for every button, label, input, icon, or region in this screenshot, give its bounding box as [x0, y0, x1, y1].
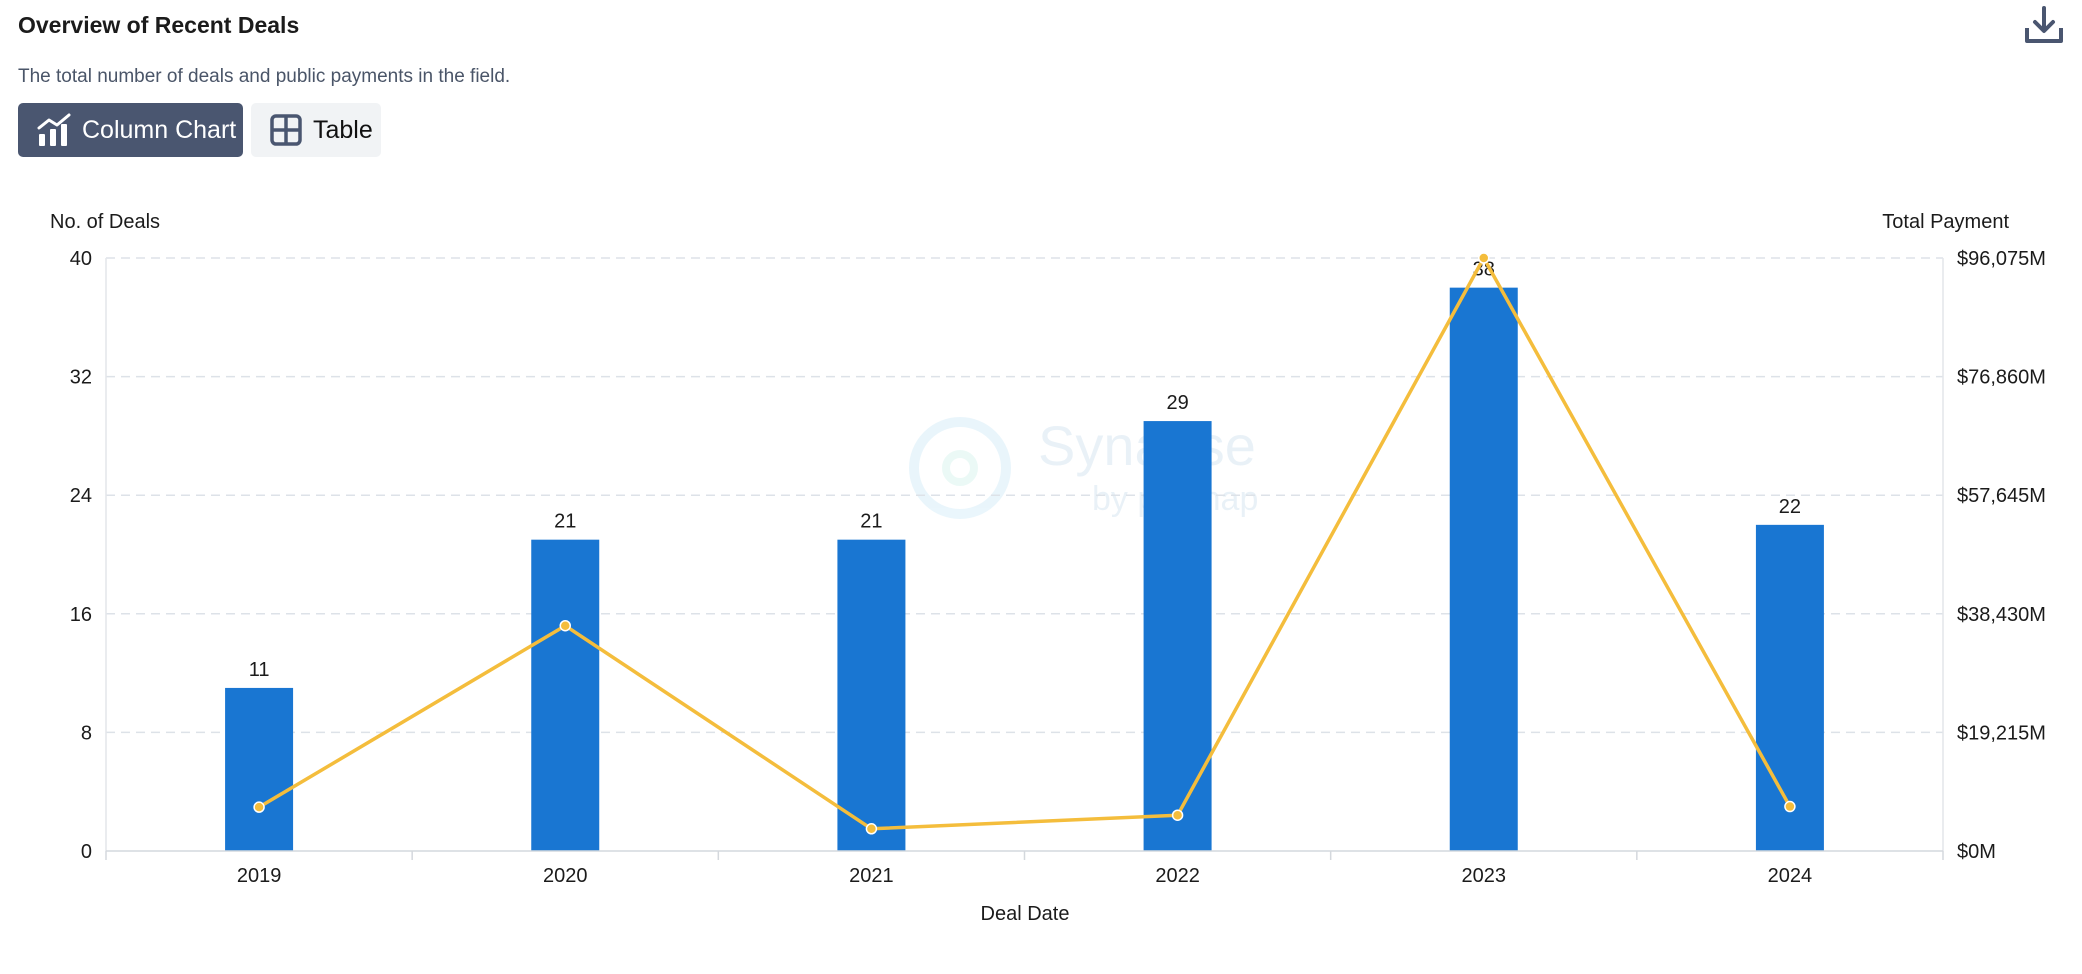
payment-point [1173, 810, 1183, 820]
y-tick-left: 40 [70, 248, 92, 270]
bar-value-label: 21 [860, 511, 882, 533]
payment-line [259, 258, 1790, 829]
bar [837, 540, 905, 851]
y-tick-right: $96,075M [1957, 248, 2046, 270]
x-tick-label: 2020 [543, 865, 588, 887]
y-tick-left: 24 [70, 485, 92, 507]
bar-value-label: 21 [554, 511, 576, 533]
y-tick-right: $57,645M [1957, 485, 2046, 507]
payment-point [254, 802, 264, 812]
bar-value-label: 22 [1779, 496, 1801, 518]
y-tick-left: 16 [70, 604, 92, 626]
bar-series: 112121293822 [225, 259, 1824, 851]
x-tick-label: 2024 [1768, 865, 1813, 887]
x-tick-label: 2021 [849, 865, 894, 887]
y-tick-left: 0 [81, 841, 92, 863]
payment-point [866, 824, 876, 834]
bar [1450, 288, 1518, 851]
bar [1144, 421, 1212, 851]
payment-point [1785, 802, 1795, 812]
x-tick-label: 2023 [1462, 865, 1507, 887]
grid-lines [106, 258, 1943, 732]
payment-line-series [254, 253, 1795, 834]
axes: 0 $0M 8 $19,215M 16 $38,430M 24 $57,645M 32 $76,8… [70, 248, 2046, 887]
bar [531, 540, 599, 851]
y-tick-right: $38,430M [1957, 604, 2046, 626]
x-tick-label: 2022 [1155, 865, 1200, 887]
y-tick-left: 32 [70, 367, 92, 389]
y-axis-right-label: Total Payment [1882, 211, 2009, 233]
payment-point [1479, 253, 1489, 263]
y-axis-left-label: No. of Deals [50, 211, 160, 233]
y-tick-right: $19,215M [1957, 722, 2046, 744]
bar-value-label: 11 [249, 659, 270, 681]
x-tick-label: 2019 [237, 865, 282, 887]
x-axis-label: Deal Date [981, 903, 1070, 925]
y-tick-right: $76,860M [1957, 367, 2046, 389]
bar [225, 688, 293, 851]
bar-value-label: 29 [1166, 392, 1188, 414]
payment-point [560, 621, 570, 631]
y-tick-right: $0M [1957, 841, 1996, 863]
y-tick-left: 8 [81, 722, 92, 744]
